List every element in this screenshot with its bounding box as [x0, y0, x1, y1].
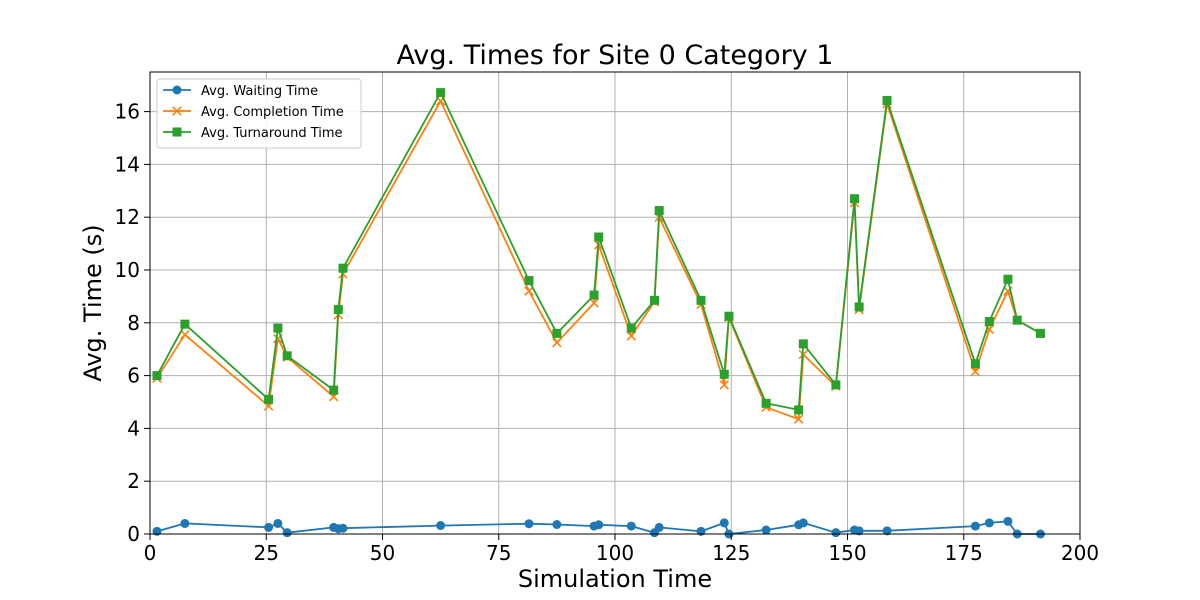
series-3-point	[626, 323, 636, 333]
series-2-point	[552, 337, 562, 348]
series-3-point	[552, 328, 562, 338]
series-1-point	[152, 526, 162, 536]
x-tick-label: 100	[596, 541, 634, 565]
series-2-point	[793, 414, 804, 424]
series-3-point	[798, 339, 808, 349]
legend-item-3: Avg. Turnaround Time	[163, 126, 343, 141]
x-tick-label: 0	[144, 541, 157, 565]
y-tick-label: 10	[115, 258, 140, 282]
x-tick-label: 200	[1061, 541, 1099, 565]
series-3-point	[282, 351, 292, 361]
series-1-point	[882, 526, 892, 536]
series-2-point	[180, 329, 190, 340]
y-tick-label: 4	[127, 416, 140, 440]
legend-marker	[172, 127, 182, 137]
series-1-point	[696, 526, 706, 536]
x-tick-label: 50	[370, 541, 395, 565]
series-3-point	[333, 305, 343, 315]
legend: Avg. Waiting Time Avg. Completion Time Avg…	[156, 78, 362, 149]
y-tick-label: 6	[127, 364, 140, 388]
series-2-point	[970, 366, 981, 377]
series-2-point	[589, 298, 599, 308]
series-1-point	[264, 522, 274, 532]
series-3-point	[696, 295, 706, 305]
series-layer	[152, 88, 1046, 539]
series-2-point	[524, 286, 534, 296]
series-3-point	[794, 405, 804, 415]
series-3-point	[854, 302, 864, 312]
x-tick-label: 175	[945, 541, 983, 565]
series-3-point	[724, 311, 734, 321]
ticks: 0 25 50 75 100 125 150 175 200 0 2 4 6 8 10 12 14 16	[115, 100, 1100, 565]
series-3-point	[338, 263, 348, 273]
series-1-point	[1003, 516, 1013, 526]
series-1-point	[654, 522, 664, 532]
chart-title: Avg. Times for Site 0 Category 1	[397, 40, 834, 71]
series-1-point	[719, 518, 729, 528]
series-1-point	[180, 518, 190, 528]
series-1-point	[970, 521, 980, 531]
x-tick-label: 75	[486, 541, 511, 565]
legend-item-1: Avg. Waiting Time	[163, 84, 318, 99]
series-3-point	[273, 323, 283, 333]
series-1-point	[436, 521, 446, 531]
legend-box	[156, 78, 362, 149]
y-tick-label: 2	[127, 469, 140, 493]
series-3-point	[831, 380, 841, 390]
series-1-point	[984, 518, 994, 528]
series-3-point	[719, 369, 729, 379]
series-3-point	[264, 394, 274, 404]
series-3-point	[436, 88, 446, 98]
series-1-point	[854, 526, 864, 536]
series-3-point	[650, 295, 660, 305]
legend-label: Avg. Waiting Time	[201, 84, 318, 99]
series-3-point	[329, 385, 339, 395]
y-tick-label: 16	[115, 100, 140, 124]
series-1-point	[552, 519, 562, 529]
y-tick-label: 8	[127, 311, 140, 335]
y-tick-label: 14	[115, 152, 140, 176]
series-1-point	[831, 528, 841, 538]
series-2-point	[626, 331, 637, 341]
series-3-point	[984, 316, 994, 326]
series-3-point	[654, 206, 664, 216]
legend-marker	[172, 85, 182, 95]
series-1-point	[282, 528, 292, 538]
series-1-point	[524, 519, 534, 529]
series-1-point	[338, 523, 348, 533]
series-1-point	[798, 518, 808, 528]
series-1	[152, 516, 1045, 539]
x-axis-label: Simulation Time	[518, 565, 712, 593]
series-3-point	[882, 96, 892, 106]
x-tick-label: 25	[254, 541, 279, 565]
y-axis-label: Avg. Time (s)	[79, 224, 107, 381]
legend-marker	[172, 106, 182, 116]
series-3-point	[524, 276, 534, 286]
x-tick-label: 125	[712, 541, 750, 565]
series-1-point	[626, 521, 636, 531]
series-1-point	[761, 525, 771, 535]
series-3-point	[1035, 328, 1045, 338]
series-3-point	[152, 371, 162, 381]
legend-label: Avg. Turnaround Time	[201, 126, 343, 141]
series-1-point	[273, 518, 283, 528]
series-3	[152, 88, 1045, 415]
x-tick-label: 150	[828, 541, 866, 565]
series-3-point	[589, 290, 599, 300]
legend-item-2: Avg. Completion Time	[163, 105, 344, 120]
legend-label: Avg. Completion Time	[201, 105, 344, 120]
series-3-point	[849, 194, 859, 204]
series-3-point	[180, 319, 190, 329]
y-tick-label: 12	[115, 205, 140, 229]
series-3-point	[970, 359, 980, 369]
series-3-point	[1003, 274, 1013, 284]
series-3-point	[1012, 315, 1022, 325]
series-3-point	[761, 398, 771, 408]
y-tick-label: 0	[127, 522, 140, 546]
series-1-point	[594, 520, 604, 530]
series-2-point	[719, 380, 730, 390]
series-3-point	[594, 232, 604, 242]
